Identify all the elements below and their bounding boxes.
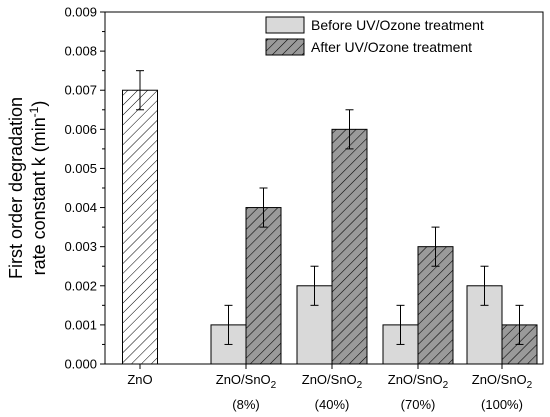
y-tick-label: 0.006 (64, 122, 97, 137)
x-tick-label-subscript: 2 (357, 380, 363, 391)
y-tick-label: 0.004 (64, 200, 97, 215)
y-axis-title-superscript: -1 (27, 106, 41, 117)
y-tick-label: 0.005 (64, 161, 97, 176)
y-axis-title-text: rate constant k (min (29, 117, 49, 275)
y-tick-label: 0.001 (64, 317, 97, 332)
x-tick-label-line2: (8%) (232, 397, 259, 412)
x-tick-label-line2: (100%) (481, 397, 523, 412)
plot-area: 0.000 0.001 0.002 0.003 0.004 0.005 0.006 0.007… (6, 5, 544, 412)
legend-label: Before UV/Ozone treatment (311, 17, 484, 33)
y-tick-label: 0.009 (64, 5, 97, 20)
y-axis-title-line1: First order degradation (6, 97, 26, 279)
y-tick-label: 0.002 (64, 278, 97, 293)
x-tick-label-line2: (40%) (315, 397, 350, 412)
y-axis-title-line2: rate constant k (min-1) (27, 101, 49, 276)
x-tick-label-line2: (70%) (401, 397, 436, 412)
y-tick-label: 0.000 (64, 357, 97, 372)
x-tick-label-text: ZnO (127, 372, 152, 387)
y-axis-title: First order degradation rate constant k (… (6, 97, 49, 279)
legend-swatch-before (265, 16, 305, 34)
x-tick-label-subscript: 2 (271, 380, 277, 391)
legend-swatch-after (265, 38, 305, 56)
x-tick-label-text: ZnO/SnO (302, 372, 357, 387)
x-tick-label: ZnO/SnO2 (388, 372, 449, 391)
x-tick-label: ZnO/SnO2 (216, 372, 277, 391)
x-tick-label: ZnO/SnO2 (472, 372, 533, 391)
x-tick-label: ZnO/SnO2 (302, 372, 363, 391)
y-tick-label: 0.003 (64, 239, 97, 254)
y-tick-label: 0.008 (64, 44, 97, 59)
y-tick-label: 0.007 (64, 83, 97, 98)
bar-zno (122, 89, 158, 365)
y-axis-title-suffix: ) (29, 101, 49, 107)
bar-after-treatment (331, 128, 368, 365)
x-tick-label-text: ZnO/SnO (216, 372, 271, 387)
x-tick-label-text: ZnO/SnO (388, 372, 443, 387)
x-tick-label: ZnO (127, 372, 152, 387)
x-tick-label-subscript: 2 (527, 380, 533, 391)
x-tick-label-subscript: 2 (443, 380, 449, 391)
bar-after-treatment (245, 207, 282, 365)
x-tick-label-text: ZnO/SnO (472, 372, 527, 387)
legend-label: After UV/Ozone treatment (311, 39, 472, 55)
